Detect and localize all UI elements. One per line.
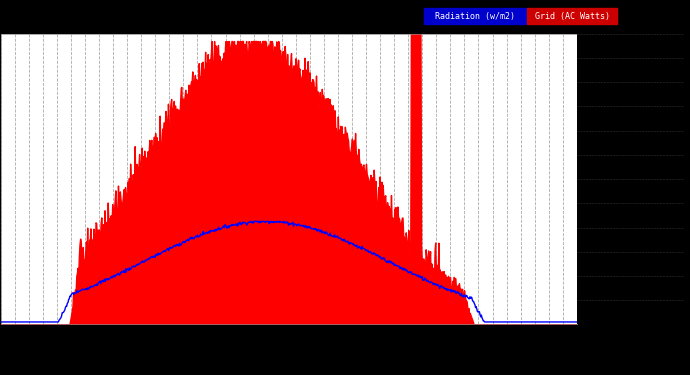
- Text: Copyright 2017 Cartronics.com: Copyright 2017 Cartronics.com: [3, 17, 148, 26]
- Text: Radiation (w/m2): Radiation (w/m2): [435, 12, 515, 21]
- Text: Grid Power & Solar Radiation Sat Jul 8 20:30: Grid Power & Solar Radiation Sat Jul 8 2…: [70, 8, 510, 26]
- Text: Grid (AC Watts): Grid (AC Watts): [535, 12, 609, 21]
